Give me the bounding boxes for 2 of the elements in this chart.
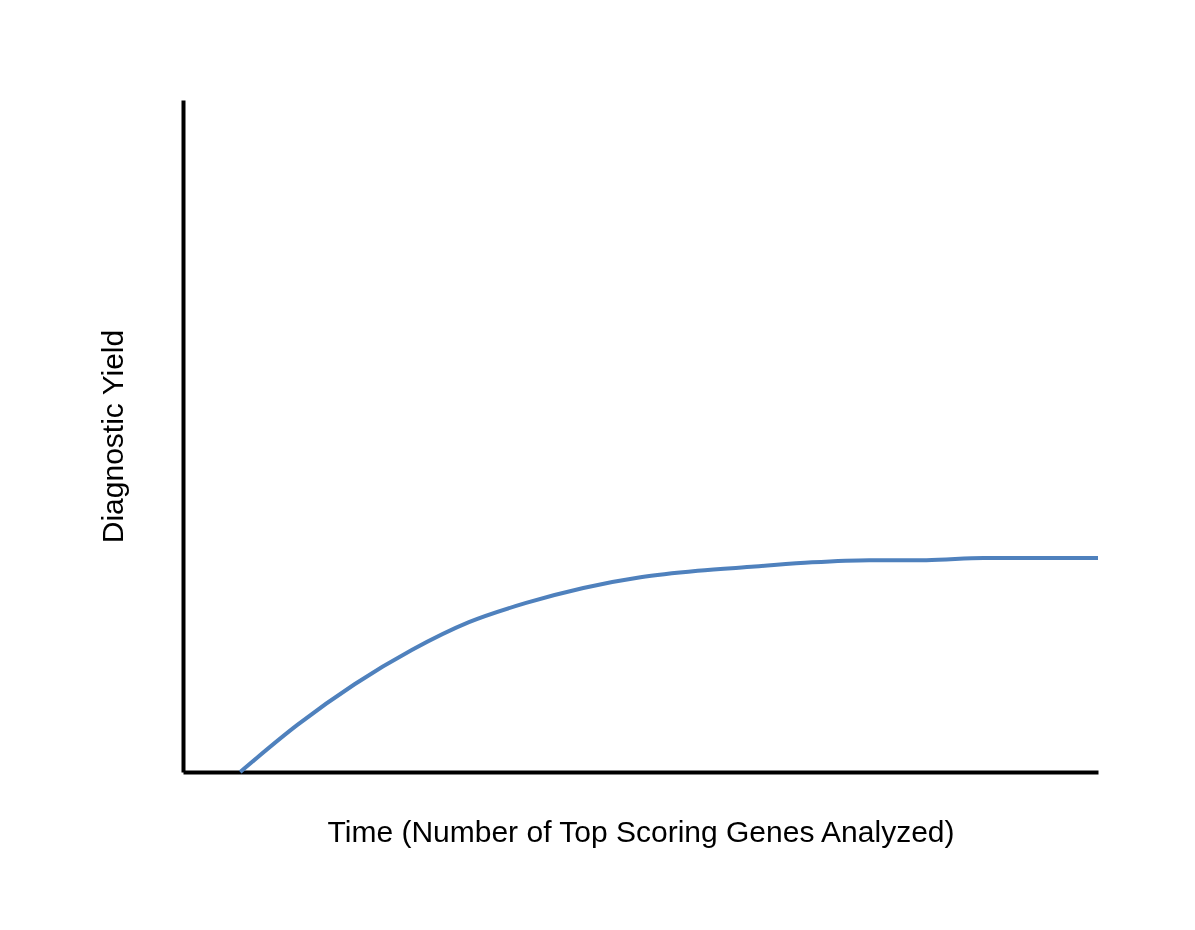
x-axis-title: Time (Number of Top Scoring Genes Analyzed) [327, 814, 955, 848]
y-axis-title: Diagnostic Yield [95, 329, 129, 544]
